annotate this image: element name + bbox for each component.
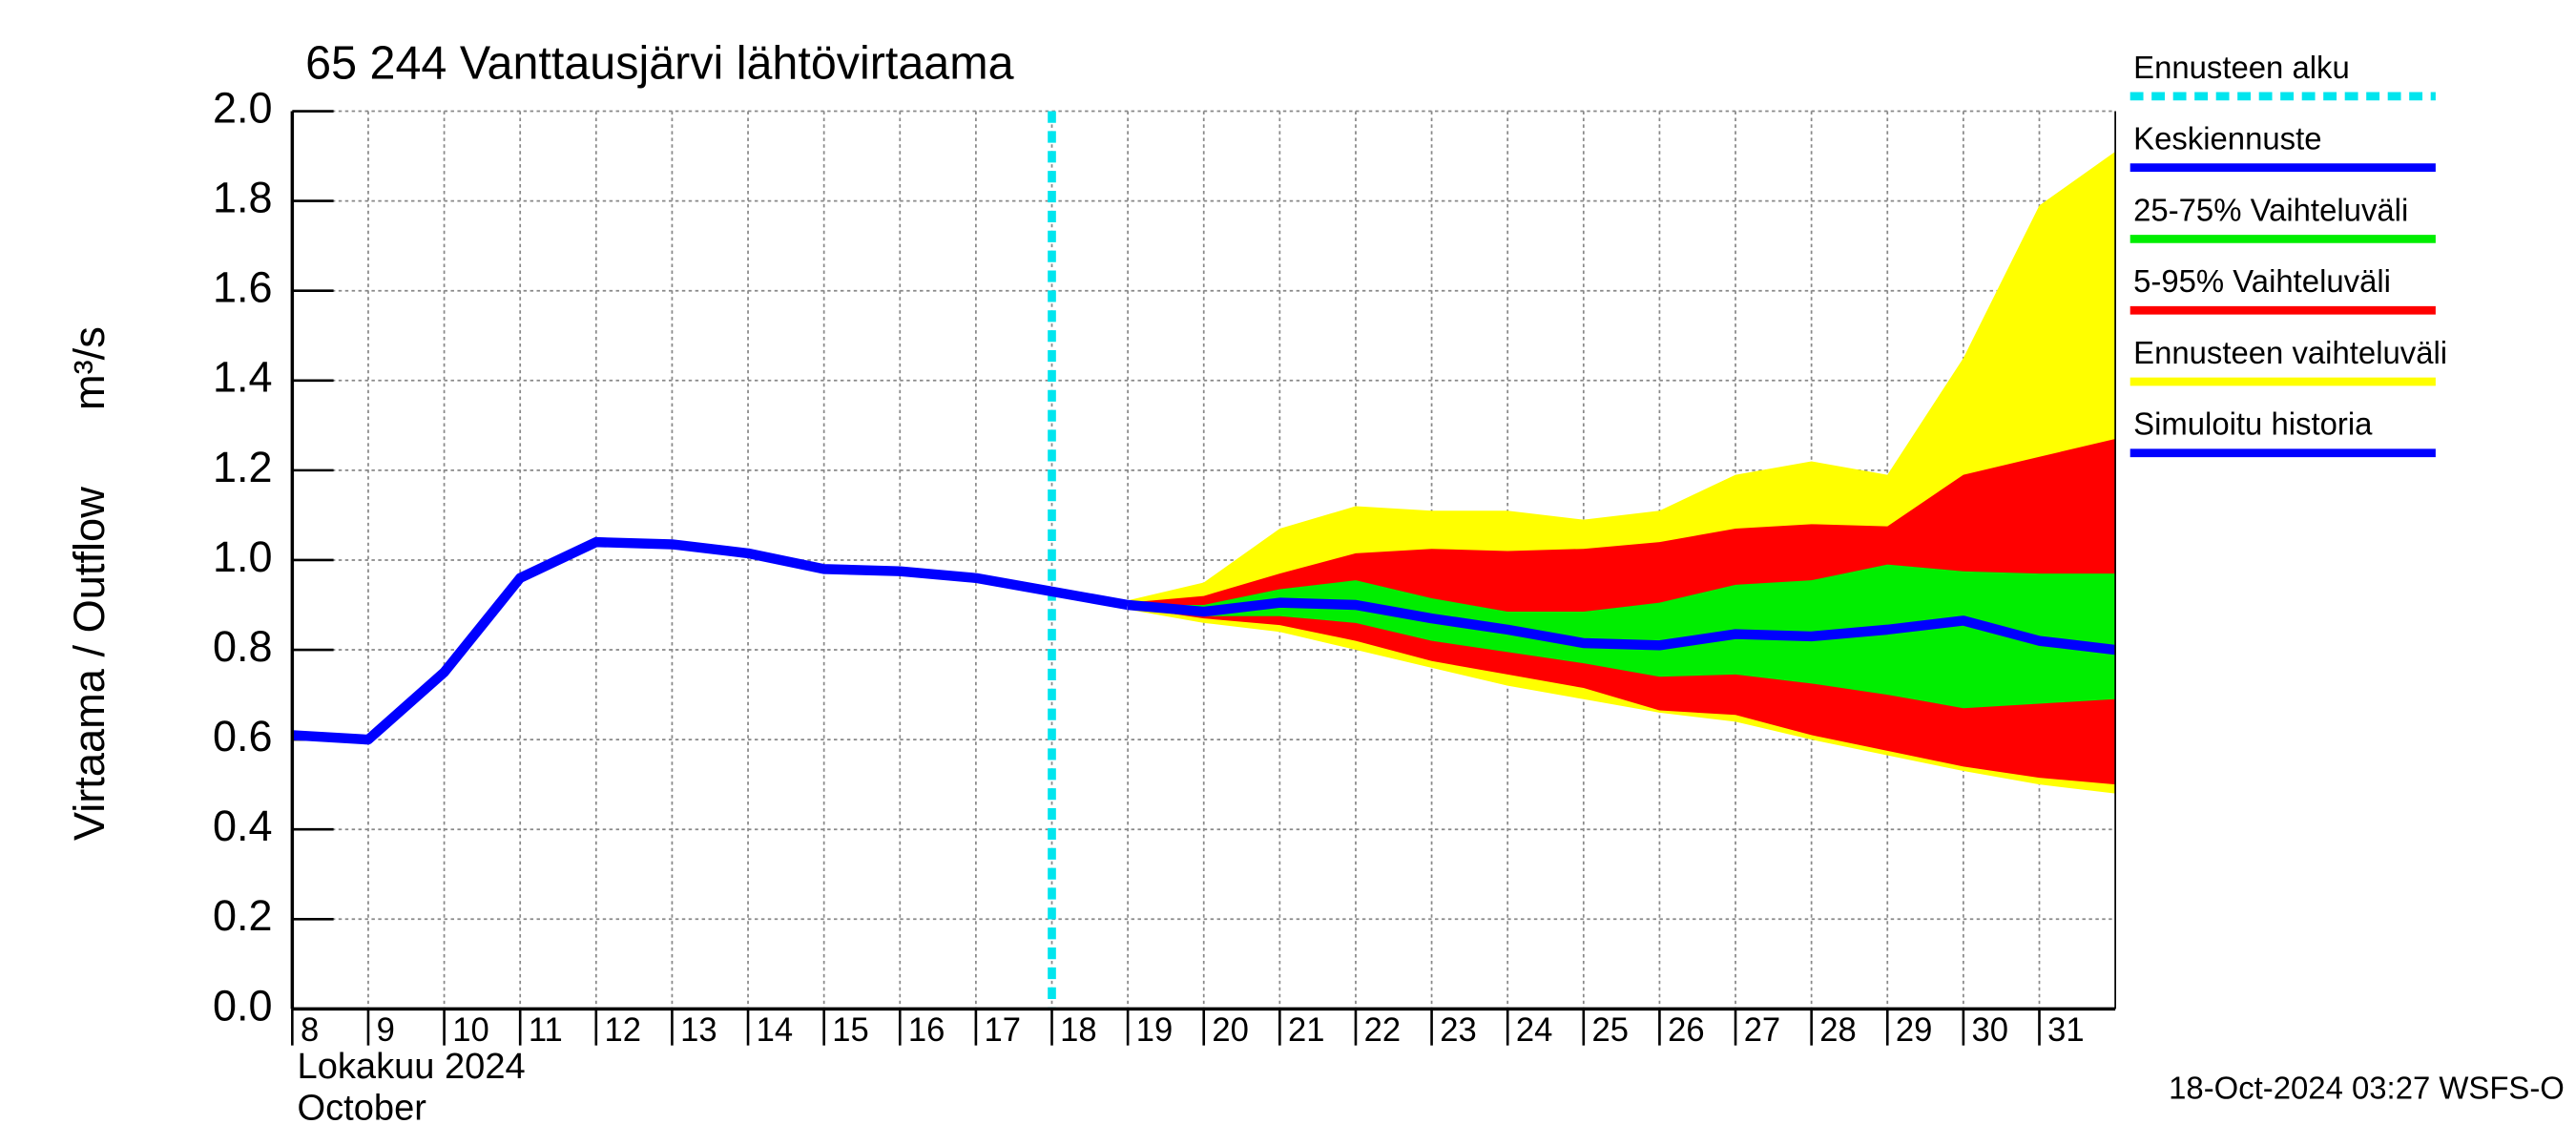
x-axis-label: Lokakuu 2024 — [298, 1046, 526, 1087]
legend-label: Simuloitu historia — [2133, 406, 2373, 442]
x-tick-label: 13 — [680, 1012, 717, 1049]
x-tick-label: 11 — [529, 1012, 563, 1049]
legend-label: 5-95% Vaihteluväli — [2133, 263, 2391, 299]
x-tick-label: 18 — [1060, 1012, 1097, 1049]
footer: 18-Oct-2024 03:27 WSFS-O — [2169, 1070, 2565, 1105]
x-tick-label: 19 — [1136, 1012, 1174, 1049]
y-axis-unit: m³/s — [65, 326, 114, 410]
x-tick-label: 31 — [2047, 1012, 2085, 1049]
x-tick-label: 25 — [1591, 1012, 1629, 1049]
x-tick-label: 10 — [452, 1012, 489, 1049]
x-tick-label: 23 — [1440, 1012, 1477, 1049]
data-line — [1127, 597, 2116, 656]
x-tick-label: 20 — [1212, 1012, 1249, 1049]
x-tick-label: 26 — [1668, 1012, 1705, 1049]
y-tick-label: 1.0 — [213, 532, 273, 581]
x-tick-label: 21 — [1288, 1012, 1325, 1049]
forecast-band — [1128, 564, 2116, 709]
legend-label: Ennusteen vaihteluväli — [2133, 335, 2447, 370]
x-tick-label: 17 — [985, 1012, 1022, 1049]
y-axis-label: Virtaama / Outflow — [65, 487, 114, 841]
x-tick-label: 8 — [301, 1012, 319, 1049]
y-tick-label: 0.0 — [213, 981, 273, 1030]
y-tick-label: 2.0 — [213, 83, 273, 132]
x-tick-label: 9 — [377, 1012, 395, 1049]
x-tick-label: 12 — [604, 1012, 641, 1049]
x-tick-label: 24 — [1516, 1012, 1553, 1049]
x-tick-label: 29 — [1896, 1012, 1933, 1049]
x-tick-label: 15 — [832, 1012, 869, 1049]
y-tick-label: 1.8 — [213, 173, 273, 221]
y-tick-label: 0.6 — [213, 712, 273, 760]
legend-label: 25-75% Vaihteluväli — [2133, 192, 2408, 227]
y-tick-label: 0.8 — [213, 622, 273, 671]
x-axis-label: October — [298, 1087, 427, 1128]
x-tick-label: 22 — [1364, 1012, 1402, 1049]
legend-label: Keskiennuste — [2133, 120, 2321, 156]
legend-label: Ennusteen alku — [2133, 50, 2350, 85]
x-tick-label: 28 — [1819, 1012, 1857, 1049]
y-tick-label: 1.4 — [213, 353, 273, 402]
x-tick-label: 27 — [1744, 1012, 1781, 1049]
y-tick-label: 1.6 — [213, 263, 273, 312]
chart-title: 65 244 Vanttausjärvi lähtövirtaama — [305, 37, 1014, 89]
x-tick-label: 14 — [757, 1012, 794, 1049]
data-line — [292, 536, 1130, 745]
x-tick-label: 30 — [1972, 1012, 2009, 1049]
y-tick-label: 0.4 — [213, 802, 273, 850]
y-tick-label: 1.2 — [213, 443, 273, 491]
y-tick-label: 0.2 — [213, 891, 273, 940]
x-tick-label: 16 — [908, 1012, 945, 1049]
